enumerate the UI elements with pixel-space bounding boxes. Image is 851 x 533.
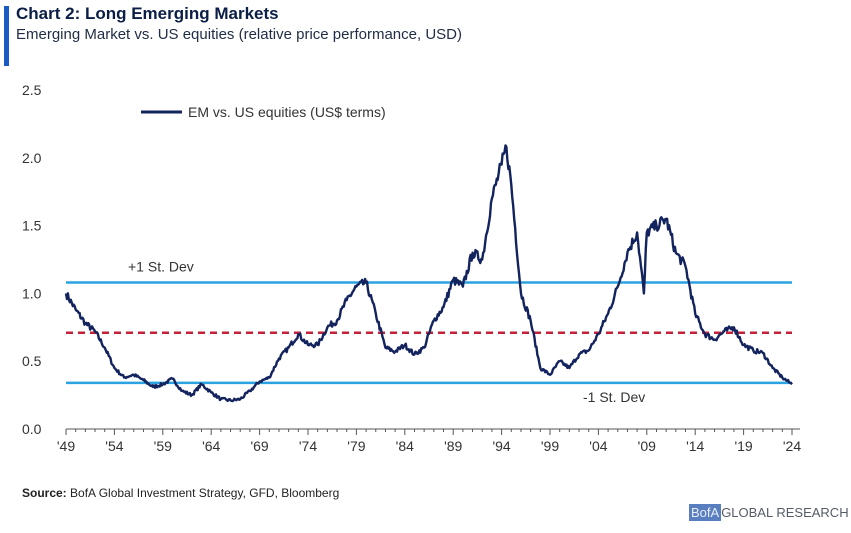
y-tick-label: 2.0 (22, 150, 42, 166)
chart-subtitle: Emerging Market vs. US equities (relativ… (16, 26, 462, 43)
x-tick-label: '89 (444, 438, 462, 454)
x-tick-label: '24 (783, 438, 801, 454)
x-tick-label: '84 (396, 438, 414, 454)
source-note: Source: BofA Global Investment Strategy,… (22, 486, 339, 500)
legend: EM vs. US equities (US$ terms) (141, 104, 386, 120)
y-tick-label: 0.5 (22, 353, 42, 369)
minus-1-stdev-label: -1 St. Dev (583, 389, 645, 405)
x-tick-label: '09 (638, 438, 656, 454)
x-tick-label: '99 (541, 438, 559, 454)
x-tick-label: '79 (347, 438, 365, 454)
x-tick-label: '69 (250, 438, 268, 454)
x-tick-label: '19 (734, 438, 752, 454)
x-tick-label: '04 (589, 438, 607, 454)
chart-canvas: 0.0 0.5 1.0 1.5 2.0 2.5 '49 '54 '59 '64 '69 '74 '79… (22, 82, 801, 454)
x-tick-label: '14 (686, 438, 704, 454)
plus-1-stdev-label: +1 St. Dev (128, 259, 194, 275)
y-tick-label: 2.5 (22, 82, 42, 98)
chart-title: Chart 2: Long Emerging Markets (16, 4, 279, 23)
x-tick-label: '54 (105, 438, 123, 454)
em-vs-us-series-line (64, 144, 793, 403)
title-accent-bar (4, 6, 9, 66)
source-text: BofA Global Investment Strategy, GFD, Bl… (70, 486, 340, 500)
bofa-logo: BofA (689, 504, 722, 521)
x-tick-label: '59 (154, 438, 172, 454)
y-tick-label: 1.5 (22, 218, 42, 234)
x-tick-label: '74 (299, 438, 317, 454)
x-tick-label: '94 (492, 438, 510, 454)
brand-footer: BofA GLOBAL RESEARCH (689, 504, 849, 521)
series-layer (64, 144, 793, 403)
x-axis: '49 '54 '59 '64 '69 '74 '79 '84 '89 '94 '99 '04 '09 '… (57, 428, 801, 454)
source-label: Source: (22, 486, 67, 500)
y-axis: 0.0 0.5 1.0 1.5 2.0 2.5 (22, 82, 42, 437)
legend-label: EM vs. US equities (US$ terms) (188, 104, 386, 120)
x-tick-label: '64 (202, 438, 220, 454)
brand-text: GLOBAL RESEARCH (721, 505, 849, 520)
y-tick-label: 0.0 (22, 421, 42, 437)
x-tick-label: '49 (57, 438, 75, 454)
y-tick-label: 1.0 (22, 285, 42, 301)
